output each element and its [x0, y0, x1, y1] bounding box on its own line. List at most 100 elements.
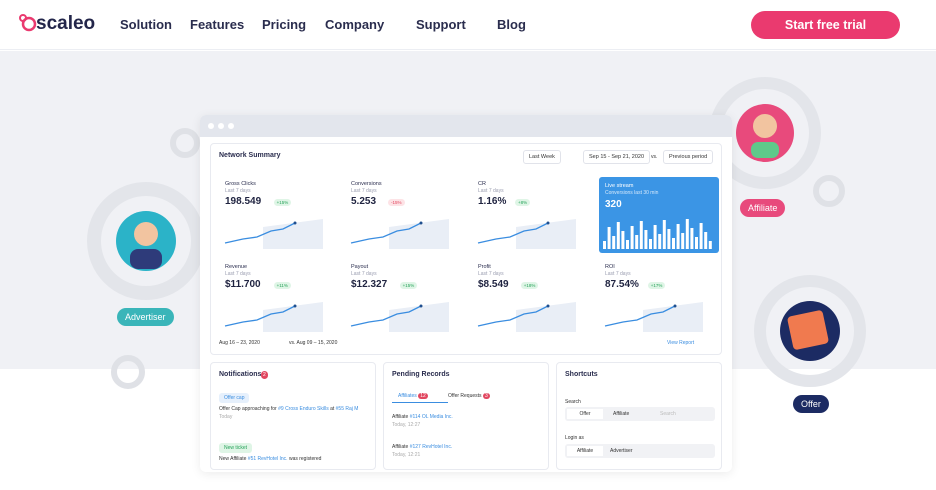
live-bar — [704, 232, 708, 249]
live-bar — [685, 219, 689, 249]
navbar: scaleo Start free trial Solution Features… — [0, 0, 936, 50]
shortcuts-title: Shortcuts — [565, 371, 598, 378]
decor — [87, 77, 866, 389]
tab-label[interactable]: Affiliates — [398, 393, 417, 399]
live-bar — [699, 223, 703, 249]
sparkline — [224, 302, 323, 332]
metric-label: Gross Clicks — [225, 181, 256, 187]
live-bar — [603, 241, 606, 249]
metric-value: $11.700 — [225, 279, 261, 290]
metric-value: 198.549 — [225, 196, 262, 207]
period-select[interactable]: Last Week — [523, 150, 561, 164]
live-bar — [639, 221, 643, 249]
live-bar — [630, 226, 634, 249]
window-dot — [228, 123, 234, 129]
metric-card: Profit Last 7 days $8.549 +18% — [472, 260, 592, 336]
live-label: Live stream — [605, 183, 634, 189]
live-bar — [672, 238, 675, 249]
notif-tag: Offer cap — [219, 393, 250, 403]
metric-label: Profit — [478, 264, 491, 270]
metric-sub: Last 7 days — [225, 271, 251, 277]
live-bar — [616, 222, 620, 249]
logo[interactable]: scaleo — [36, 13, 96, 34]
window-dot — [208, 123, 214, 129]
metric-sub: Last 7 days — [351, 271, 377, 277]
record: Affiliate #127 RevHotel Inc. Today, 12:21 — [392, 443, 452, 459]
live-bar — [621, 231, 625, 249]
nav-link[interactable]: Support — [416, 17, 466, 32]
toggle[interactable]: Affiliate — [567, 446, 603, 456]
tab[interactable]: Affiliates 12 — [398, 393, 428, 399]
metric-label: ROI — [605, 264, 615, 270]
legend-current: Aug 16 – 23, 2020 — [219, 340, 260, 346]
live-bar — [607, 227, 611, 249]
legend-previous: vs. Aug 09 – 15, 2020 — [289, 340, 338, 346]
panel-title: Network Summary — [219, 152, 281, 159]
notif-text: New Affiliate #51 RevHotel Inc. was regi… — [219, 455, 339, 463]
advertiser-tag: Advertiser — [117, 308, 174, 326]
metric-sub: Last 7 days — [605, 271, 631, 277]
live-bar — [653, 225, 657, 249]
sparkline — [477, 219, 576, 249]
search-input[interactable]: Search — [660, 411, 676, 417]
nav-link[interactable]: Company — [325, 17, 385, 32]
toggle[interactable]: Offer — [567, 409, 603, 419]
compare-select[interactable]: Previous period — [663, 150, 714, 164]
metric-card: Payout Last 7 days $12.327 +15% — [345, 260, 465, 336]
text: Affiliate — [392, 414, 409, 420]
text: Offer Cap approaching for — [219, 406, 277, 412]
live-bar — [690, 228, 694, 249]
metric-change: +8% — [515, 199, 531, 206]
notif-tag: New ticket — [219, 443, 253, 453]
tab[interactable]: Offer Requests 3 — [448, 393, 490, 399]
live-card: Live stream Conversions last 30 min 320 — [599, 177, 719, 253]
tab-badge: 12 — [418, 393, 428, 399]
pending-title: Pending Records — [392, 371, 450, 378]
live-value: 320 — [605, 199, 622, 210]
window-bar — [200, 115, 732, 137]
link[interactable]: #55 Raj M — [335, 406, 359, 412]
metric-change: +17% — [647, 282, 666, 289]
live-bar — [708, 241, 712, 249]
metric-change: -15% — [388, 199, 405, 206]
metric-value: 1.16% — [478, 196, 507, 207]
time: Today, 12:27 — [392, 422, 421, 428]
toggle[interactable]: Affiliate — [613, 411, 630, 417]
tab-label[interactable]: Offer Requests — [448, 393, 482, 399]
metric-sub: Last 7 days — [225, 188, 251, 194]
cta-button[interactable]: Start free trial — [751, 11, 900, 39]
notif-title: Notifications — [219, 371, 262, 378]
live-bars — [603, 219, 712, 249]
nav-link[interactable]: Features — [190, 17, 245, 32]
sparkline — [224, 219, 323, 249]
metric-sub: Last 7 days — [478, 271, 504, 277]
network-summary: Network Summary Last Week Sep 15 - Sep 2… — [210, 143, 722, 355]
live-bar — [635, 235, 639, 249]
metric-label: Payout — [351, 264, 369, 270]
text: was registered — [288, 456, 322, 462]
nav-link[interactable]: Blog — [497, 17, 526, 32]
date-range[interactable]: Sep 15 - Sep 21, 2020 — [583, 150, 651, 164]
metric-value: 5.253 — [351, 196, 377, 207]
text: Affiliate — [392, 444, 409, 450]
nav-link[interactable]: Solution — [120, 17, 172, 32]
toggle[interactable]: Advertiser — [610, 448, 633, 454]
link[interactable]: #9 Cross Enduro Skills — [278, 406, 329, 412]
link[interactable]: #114 OL Media Inc. — [409, 414, 453, 420]
sparkline — [604, 302, 703, 332]
record: Affiliate #114 OL Media Inc. Today, 12:27 — [392, 413, 453, 429]
live-bar — [626, 240, 629, 249]
time: Today, 12:21 — [392, 452, 421, 458]
metric-change: +18% — [520, 282, 539, 289]
metric-sub: Last 7 days — [478, 188, 504, 194]
link[interactable]: #51 RevHotel Inc. — [247, 456, 288, 462]
nav-link[interactable]: Pricing — [262, 17, 307, 32]
metric-sub: Last 7 days — [351, 188, 377, 194]
link[interactable]: #127 RevHotel Inc. — [409, 444, 453, 450]
sparkline — [477, 302, 576, 332]
view-report[interactable]: View Report — [667, 340, 695, 346]
shortcuts: Shortcuts Search Offer Affiliate Search … — [556, 362, 722, 470]
live-bar — [612, 236, 616, 249]
notif-badge: 2 — [261, 371, 268, 379]
